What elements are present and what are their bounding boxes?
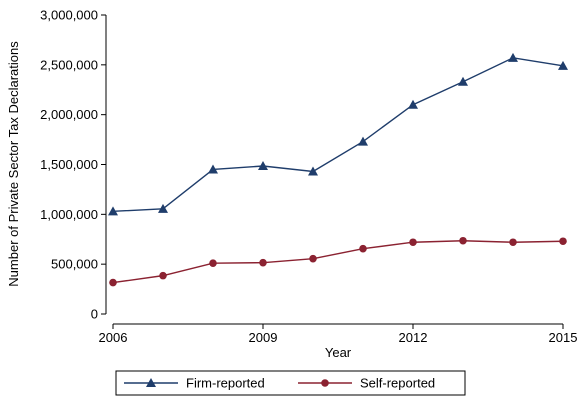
data-point-firm-reported — [508, 52, 518, 62]
legend: Firm-reported Self-reported — [115, 370, 466, 396]
y-tick-label: 1,500,000 — [40, 157, 98, 172]
series-line-self-reported — [112, 240, 564, 284]
axes: 0 500,000 1,000,000 1,500,000 2,000,000 2,500… — [40, 8, 577, 346]
y-tick-label: 500,000 — [51, 257, 98, 272]
series-firm-reported — [108, 52, 568, 216]
legend-box — [115, 370, 466, 396]
legend-item-self-reported: Self-reported — [298, 376, 435, 391]
legend-label: Self-reported — [360, 376, 435, 391]
data-point-firm-reported — [458, 76, 468, 86]
y-tick-label: 2,000,000 — [40, 107, 98, 122]
series-line-firm-reported — [112, 57, 564, 213]
data-point-self-reported — [209, 259, 217, 267]
y-axis-label: Number of Private Sector Tax Declaration… — [6, 41, 21, 287]
data-point-firm-reported — [208, 164, 218, 174]
data-point-firm-reported — [158, 203, 168, 213]
x-tick-label: 2012 — [399, 330, 428, 345]
y-tick-label: 0 — [91, 307, 98, 322]
x-tick-label: 2006 — [99, 330, 128, 345]
x-tick-label: 2009 — [249, 330, 278, 345]
data-point-firm-reported — [408, 99, 418, 109]
y-tick-label: 2,500,000 — [40, 57, 98, 72]
x-tick-label: 2015 — [549, 330, 578, 345]
data-point-firm-reported — [308, 166, 318, 176]
legend-marker — [146, 378, 156, 387]
legend-marker — [321, 379, 329, 387]
data-point-self-reported — [109, 278, 117, 287]
series-self-reported — [109, 236, 567, 287]
data-point-self-reported — [359, 244, 367, 253]
data-point-self-reported — [309, 254, 317, 263]
y-tick-label: 3,000,000 — [40, 8, 98, 23]
data-point-self-reported — [559, 237, 567, 246]
data-point-self-reported — [259, 258, 267, 267]
y-tick-label: 1,000,000 — [40, 207, 98, 222]
x-axis-label: Year — [325, 345, 352, 360]
data-point-self-reported — [459, 236, 467, 245]
data-point-self-reported — [409, 238, 417, 247]
legend-label: Firm-reported — [186, 376, 265, 391]
data-point-self-reported — [159, 271, 167, 280]
data-point-firm-reported — [108, 206, 118, 216]
series-layer — [108, 52, 568, 287]
data-point-firm-reported — [558, 60, 568, 70]
legend-item-firm-reported: Firm-reported — [124, 376, 265, 391]
data-point-self-reported — [509, 238, 517, 247]
data-point-firm-reported — [358, 136, 368, 146]
data-point-firm-reported — [258, 160, 268, 170]
